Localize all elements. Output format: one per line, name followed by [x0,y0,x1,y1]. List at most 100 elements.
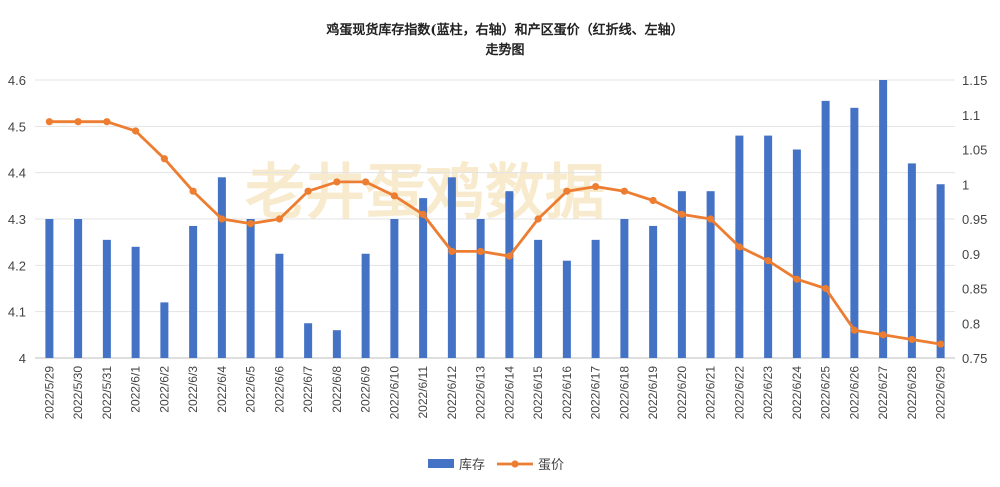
bar [419,198,428,358]
bar [45,219,54,358]
y-right-tick-label: 1.15 [962,73,987,88]
price-point [563,187,571,195]
x-tick-label: 2022/6/6 [272,366,286,413]
x-tick-label: 2022/5/29 [42,366,56,420]
x-tick-label: 2022/6/8 [330,366,344,413]
bar [907,163,916,358]
price-point [793,275,801,283]
x-tick-label: 2022/6/26 [847,366,861,420]
bar [620,219,629,358]
x-tick-label: 2022/6/20 [675,366,689,420]
x-tick-label: 2022/6/23 [761,366,775,420]
y-right-tick-label: 0.8 [962,316,980,331]
bar [764,135,773,358]
price-point [304,187,312,195]
bar [821,100,830,358]
price-point [218,215,226,223]
bar [332,330,341,358]
x-tick-label: 2022/6/2 [157,366,171,413]
price-point [74,118,82,126]
x-tick-label: 2022/5/30 [71,366,85,420]
bar [102,239,111,358]
bar [160,302,169,358]
x-tick-label: 2022/6/10 [387,366,401,420]
price-point [764,257,772,265]
x-tick-label: 2022/6/14 [502,366,516,420]
y-left-tick-label: 4.4 [8,166,26,181]
price-point [45,118,53,126]
price-point [477,247,485,256]
x-tick-label: 2022/6/25 [819,366,833,420]
x-tick-label: 2022/6/21 [704,366,718,420]
bar [361,253,370,358]
price-point [649,196,657,205]
x-tick-label: 2022/6/5 [244,366,258,413]
x-tick-label: 2022/6/22 [732,366,746,420]
price-point [879,331,887,339]
x-tick-label: 2022/6/17 [589,366,603,420]
x-tick-label: 2022/6/7 [301,366,315,413]
bar [850,107,859,358]
x-tick-label: 2022/6/1 [129,366,143,413]
y-left-tick-label: 4.6 [8,73,26,88]
legend-swatch-inventory [428,459,454,468]
price-point [908,335,916,344]
x-tick-label: 2022/6/29 [934,366,948,420]
bar [131,246,140,358]
price-point [448,247,456,256]
bar [476,219,485,358]
legend-label-egg-price: 蛋价 [538,458,564,473]
price-point [333,178,341,186]
price-point [850,326,858,334]
x-tick-label: 2022/6/19 [646,366,660,420]
y-right-tick-label: 0.75 [962,351,987,366]
x-tick-label: 2022/6/11 [416,366,430,419]
bar [706,191,715,358]
x-tick-label: 2022/5/31 [100,366,114,420]
x-tick-label: 2022/6/18 [617,366,631,420]
y-left-tick-label: 4.2 [8,258,26,273]
price-point [275,215,283,223]
y-right-tick-label: 0.85 [962,282,987,297]
x-tick-label: 2022/6/15 [531,366,545,420]
bar [217,177,226,358]
price-point [390,192,398,200]
line-series [45,118,945,348]
bar [677,191,686,358]
x-tick-label: 2022/6/24 [790,366,804,420]
axes: 4 4.1 4.2 4.3 4.4 4.5 4.6 0.75 0.8 0.85 0.9 0.95 1 1.… [8,73,987,419]
bar [792,149,801,358]
y-left-tick-label: 4.5 [8,119,26,134]
y-right-tick-label: 0.95 [962,212,987,227]
bar [534,239,543,358]
gridlines [35,79,955,359]
price-line [49,120,941,346]
y-left-tick-label: 4.1 [8,305,26,320]
bar [936,184,945,358]
price-point [707,215,715,223]
price-point [534,215,542,223]
y-left-tick-label: 4.3 [8,212,26,227]
price-point [103,118,111,126]
x-tick-label: 2022/6/4 [215,366,229,413]
price-point [678,210,686,218]
x-tick-label: 2022/6/9 [359,366,373,413]
bar [390,219,399,358]
legend-label-inventory: 库存 [459,457,485,473]
x-tick-label: 2022/6/12 [445,366,459,420]
price-point [132,127,140,135]
bar [591,239,600,358]
price-point [189,187,197,195]
price-point [937,340,945,348]
chart-title-line-2: 走势图 [485,42,524,58]
price-point [620,187,628,195]
x-tick-label: 2022/6/3 [186,366,200,413]
price-point [592,182,600,191]
bar [447,177,456,358]
bar [304,323,313,358]
y-right-tick-label: 1 [962,177,969,192]
price-point [419,210,427,218]
price-point [362,178,370,186]
